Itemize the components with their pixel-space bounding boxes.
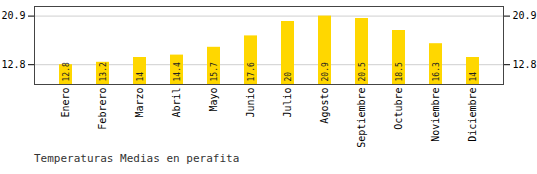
svg-text:13.2: 13.2 (99, 62, 108, 81)
svg-text:Agosto: Agosto (319, 88, 330, 124)
svg-text:Febrero: Febrero (97, 88, 108, 130)
svg-text:Septiembre: Septiembre (356, 88, 367, 148)
svg-text:Marzo: Marzo (134, 88, 145, 118)
svg-text:12.8: 12.8 (513, 59, 537, 70)
svg-text:Diciembre: Diciembre (467, 88, 478, 142)
svg-text:20: 20 (284, 72, 293, 82)
svg-text:12.8: 12.8 (62, 62, 71, 81)
svg-text:Octubre: Octubre (393, 88, 404, 130)
svg-text:14: 14 (469, 72, 478, 82)
svg-text:Noviembre: Noviembre (430, 88, 441, 142)
svg-text:Julio: Julio (282, 88, 293, 118)
svg-text:20.9: 20.9 (513, 10, 537, 21)
svg-text:14.4: 14.4 (173, 62, 182, 81)
svg-text:Junio: Junio (245, 88, 256, 118)
svg-text:12.8: 12.8 (1, 59, 25, 70)
svg-text:15.7: 15.7 (210, 62, 219, 81)
svg-text:20.9: 20.9 (321, 62, 330, 81)
svg-text:18.5: 18.5 (395, 62, 404, 81)
svg-text:17.6: 17.6 (247, 62, 256, 81)
svg-text:14: 14 (136, 72, 145, 82)
html-text:Temperaturas Medias en perafit: Temperaturas Medias en perafita (34, 152, 240, 165)
svg-text:16.3: 16.3 (432, 62, 441, 81)
svg-text:Mayo: Mayo (208, 88, 219, 112)
svg-text:Abril: Abril (171, 88, 182, 118)
svg-text:Enero: Enero (60, 88, 71, 118)
svg-text:20.5: 20.5 (358, 62, 367, 81)
svg-text:20.9: 20.9 (1, 10, 25, 21)
